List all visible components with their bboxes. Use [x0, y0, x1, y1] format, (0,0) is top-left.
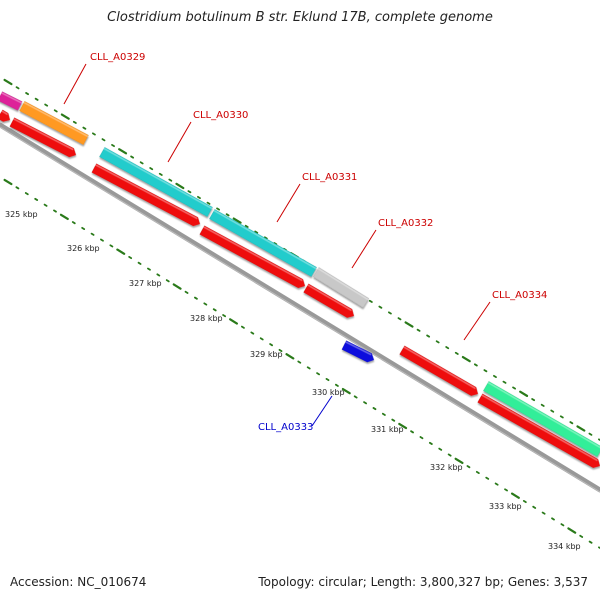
kbp-tick-label: 328 kbp [190, 314, 223, 323]
features [0, 91, 600, 469]
gene-label-cll-a0333[interactable]: CLL_A0333 [258, 422, 313, 433]
kbp-tick-label: 331 kbp [371, 425, 404, 434]
feature-orange [19, 100, 89, 146]
kbp-tick-label: 326 kbp [67, 244, 100, 253]
gene-callout-line [63, 63, 87, 105]
accession-text: Accession: NC_010674 [10, 575, 147, 589]
kbp-tick-label: 327 kbp [129, 279, 162, 288]
kbp-tick-label: 333 kbp [489, 502, 522, 511]
feature-blue [341, 340, 375, 363]
gene-labels: CLL_A0329 CLL_A0330 CLL_A0331 CLL_A0332 CLL_… [63, 52, 547, 433]
gene-label-cll-a0332[interactable]: CLL_A0332 [378, 218, 433, 229]
kbp-tick-label: 334 kbp [548, 542, 581, 551]
feature-cyan-2 [208, 208, 318, 278]
tick-tracks [3, 78, 600, 550]
gene-label-cll-a0329[interactable]: CLL_A0329 [90, 52, 145, 63]
kbp-tick-label: 332 kbp [430, 463, 463, 472]
cds-2 [9, 117, 77, 158]
gene-label-cll-a0331[interactable]: CLL_A0331 [302, 172, 357, 183]
backbone [0, 122, 600, 493]
feature-teal [482, 380, 600, 458]
gene-callout-line [276, 183, 301, 223]
cds-1 [0, 109, 11, 122]
cds-5 [303, 283, 355, 319]
gene-callout-line [351, 229, 377, 269]
cds-6 [399, 345, 479, 397]
map-title: Clostridium botulinum B str. Eklund 17B,… [107, 10, 493, 25]
kbp-tick-label: 329 kbp [250, 350, 283, 359]
feature-magenta [0, 91, 23, 111]
kbp-tick-label: 330 kbp [312, 388, 345, 397]
topology-text: Topology: circular; Length: 3,800,327 bp… [258, 575, 588, 589]
gene-callout-line [463, 301, 491, 341]
kbp-labels: 325 kbp 326 kbp 327 kbp 328 kbp 329 kbp 330 k… [5, 210, 581, 551]
gene-label-cll-a0330[interactable]: CLL_A0330 [193, 110, 248, 121]
lower-tick-track [3, 178, 600, 550]
cds-7 [477, 393, 600, 469]
cds-3 [91, 163, 201, 227]
gene-callout-line [167, 121, 192, 163]
cds-4 [199, 225, 306, 289]
feature-cyan-1 [98, 146, 214, 218]
gene-callout-line [311, 395, 333, 427]
feature-gray [312, 266, 370, 309]
gene-label-cll-a0334[interactable]: CLL_A0334 [492, 290, 547, 301]
kbp-tick-label: 325 kbp [5, 210, 38, 219]
